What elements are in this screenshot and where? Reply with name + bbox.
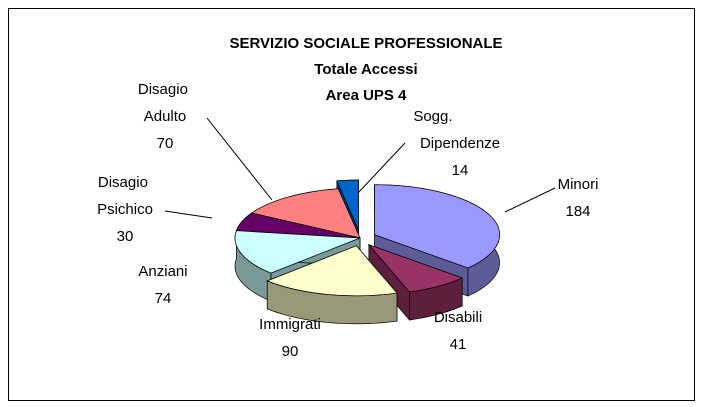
leader-line: [357, 142, 406, 194]
data-label: 184: [565, 203, 590, 220]
slice: [367, 243, 464, 321]
slice: [266, 244, 398, 325]
data-label: Minori: [558, 176, 599, 193]
slice: [234, 230, 361, 274]
data-label: 70: [157, 135, 174, 152]
chart-title: SERVIZIO SOCIALE PROFESSIONALE: [229, 35, 502, 52]
data-label: 74: [155, 290, 172, 307]
slice: [367, 243, 464, 293]
data-label: Disabili: [434, 309, 482, 326]
data-label: Sogg. Dipendenze: [413, 108, 500, 152]
slice: [250, 188, 361, 239]
chart-subtitle: Totale Accessi: [314, 61, 417, 78]
data-label: 14: [452, 162, 469, 179]
slice: [336, 179, 359, 231]
leader-line: [504, 187, 556, 213]
data-label: Immigrati: [259, 316, 321, 333]
data-label: Disagio Adulto: [138, 81, 192, 125]
slice: [374, 184, 500, 269]
data-label: 41: [450, 336, 467, 353]
data-label: 30: [117, 228, 134, 245]
leader-line: [206, 117, 273, 201]
leader-line: [164, 210, 213, 219]
data-label: 90: [282, 343, 299, 360]
slice: [266, 245, 398, 297]
data-label: Disagio Psichico: [97, 174, 153, 218]
data-label: Anziani: [138, 263, 187, 280]
chart-subtitle: Area UPS 4: [326, 87, 408, 104]
